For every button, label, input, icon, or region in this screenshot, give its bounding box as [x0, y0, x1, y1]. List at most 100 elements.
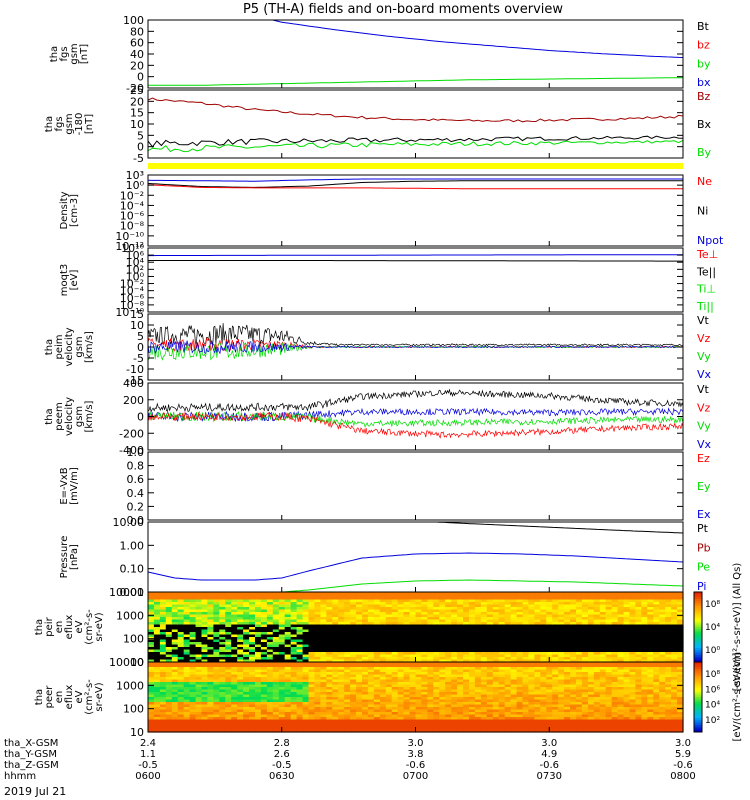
heat-cell [159, 597, 167, 601]
heat-cell [338, 627, 345, 631]
heat-cell [195, 697, 203, 701]
heat-cell [373, 597, 381, 601]
heat-cell [350, 689, 357, 693]
heat-cell [587, 604, 595, 608]
heat-cell [659, 622, 666, 626]
heat-cell [421, 627, 428, 631]
heat-cell [433, 617, 440, 621]
heat-cell [558, 609, 565, 613]
heat-cell [213, 662, 220, 666]
heat-cell [480, 624, 488, 628]
heat-cell [427, 659, 434, 663]
heat-cell [451, 692, 458, 696]
heat-cell [320, 649, 327, 653]
heat-cell [522, 622, 529, 626]
heat-cell [576, 614, 583, 618]
heat-cell [469, 657, 476, 661]
heat-cell [308, 677, 315, 681]
heat-cell [237, 657, 244, 661]
heat-cell [593, 667, 601, 671]
heat-cell [677, 622, 684, 626]
heat-cell [332, 702, 339, 706]
heat-cell [564, 597, 571, 601]
heat-cell [350, 704, 357, 708]
heat-cell [225, 592, 232, 596]
heat-cell [546, 632, 553, 636]
heat-cell [522, 627, 529, 631]
heat-cell [201, 604, 208, 608]
heat-cell [379, 672, 387, 676]
heat-cell [397, 672, 405, 676]
heat-cell [480, 632, 488, 636]
heat-cell [433, 697, 440, 701]
heat-cell [284, 664, 292, 668]
heat-cell [457, 639, 464, 643]
heat-cell [558, 722, 565, 726]
heat-cell [581, 694, 589, 698]
heat-cell [367, 634, 375, 638]
heat-cell [528, 647, 535, 651]
heat-cell [540, 659, 547, 663]
heat-cell [296, 672, 304, 676]
heat-cell [391, 687, 399, 691]
heat-cell [356, 679, 363, 683]
heat-cell [391, 649, 399, 653]
heat-cell [385, 647, 393, 651]
heat-cell [391, 702, 399, 706]
heat-cell [225, 694, 232, 698]
heat-cell [237, 594, 244, 598]
heat-cell [605, 612, 613, 616]
heat-cell [362, 617, 369, 621]
heat-cell [165, 687, 173, 691]
heat-cell [593, 617, 601, 621]
heat-cell [367, 679, 375, 683]
heat-cell [516, 659, 524, 663]
heat-cell [415, 617, 422, 621]
heat-cell [629, 614, 636, 618]
heat-cell [528, 667, 535, 671]
heat-cell [344, 672, 351, 676]
heat-cell [528, 604, 535, 608]
heat-cell [302, 607, 310, 611]
heat-cell [237, 707, 244, 711]
heat-cell [653, 627, 660, 631]
heat-cell [367, 644, 375, 648]
heat-cell [498, 692, 506, 696]
colorbar-cell [694, 655, 702, 658]
heat-cell [665, 659, 672, 663]
heat-cell [272, 604, 280, 608]
heat-cell [552, 674, 559, 678]
heat-cell [522, 704, 529, 708]
heat-cell [237, 714, 244, 718]
heat-cell [296, 709, 304, 713]
heat-cell [367, 629, 375, 633]
heat-cell [367, 627, 375, 631]
heat-cell [564, 637, 571, 641]
heat-cell [403, 709, 411, 713]
heat-cell [326, 644, 333, 648]
heat-cell [635, 642, 642, 646]
heat-cell [451, 604, 458, 608]
heat-cell [492, 674, 500, 678]
heat-cell [427, 652, 434, 656]
heat-cell [558, 674, 565, 678]
heat-cell [290, 684, 298, 688]
heat-cell [510, 592, 518, 596]
heat-cell [344, 719, 351, 723]
heat-cell [148, 627, 155, 631]
heat-cell [492, 592, 500, 596]
heat-cell [629, 659, 636, 663]
colorbar-cell [694, 622, 702, 626]
heat-cell [362, 627, 369, 631]
y-axis-label: en [54, 621, 65, 634]
heat-cell [362, 702, 369, 706]
heat-cell [564, 649, 571, 653]
heat-cell [320, 609, 327, 613]
heat-cell [320, 619, 327, 623]
heat-cell [439, 699, 446, 703]
heat-cell [207, 639, 214, 643]
heat-cell [373, 594, 381, 598]
heat-cell [403, 712, 411, 716]
